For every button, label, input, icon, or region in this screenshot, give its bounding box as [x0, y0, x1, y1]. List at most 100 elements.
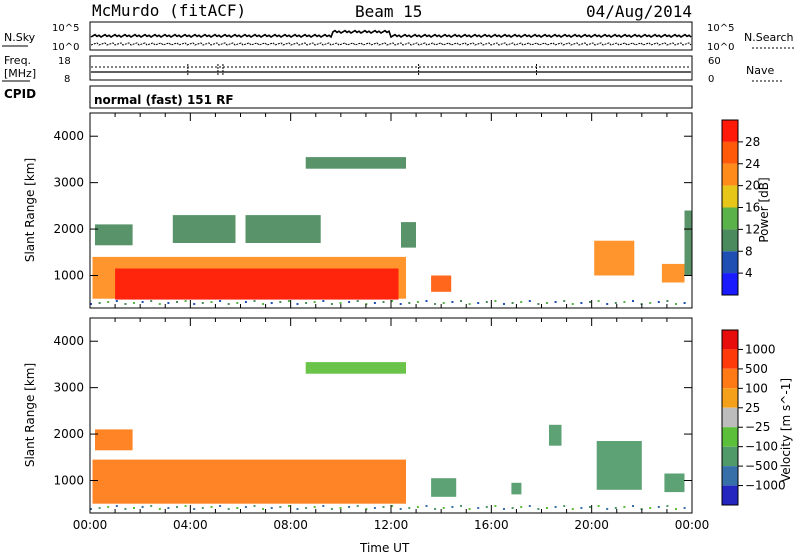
noise-sky-trace [90, 29, 692, 39]
power-colorbar-label-5: 8 [745, 244, 753, 258]
power-speckle-8 [158, 303, 161, 305]
velocity-speckle-16 [227, 508, 230, 510]
power-colorbar-label-6: 4 [745, 266, 753, 280]
power-region-2 [95, 224, 133, 246]
power-speckle-31 [356, 300, 359, 302]
power-speckle-67 [666, 300, 669, 302]
velocity-speckle-23 [287, 505, 290, 507]
station-title: McMurdo (fitACF) [92, 1, 246, 20]
power-speckle-38 [416, 301, 419, 303]
velocity-region-4 [511, 482, 522, 495]
velocity-y-ticks: 4000 3000 2000 1000 [53, 334, 692, 488]
velocity-colorbar-swatch-0 [722, 330, 738, 350]
power-speckle-63 [632, 300, 634, 302]
power-speckle-1 [98, 302, 101, 304]
velocity-speckle-66 [657, 506, 660, 508]
freq-right-tick-top: 60 [708, 56, 721, 67]
power-speckle-60 [606, 303, 609, 305]
velocity-speckle-61 [614, 507, 617, 509]
velocity-speckle-55 [563, 505, 566, 507]
freq-left-unit: [MHz] [4, 67, 36, 80]
power-speckle-40 [434, 303, 437, 305]
velocity-region-6 [596, 441, 642, 490]
power-speckle-6 [141, 301, 144, 303]
velocity-speckle-68 [675, 508, 677, 510]
power-speckle-16 [227, 303, 230, 305]
power-speckle-53 [546, 302, 548, 304]
velocity-speckle-17 [236, 507, 239, 509]
velocity-speckle-37 [408, 507, 411, 509]
velocity-region-5 [549, 424, 562, 446]
velocity-ylabel: Slant Range [km] [23, 363, 37, 467]
velocity-speckle-24 [296, 508, 299, 510]
power-region-7 [431, 275, 452, 292]
velocity-speckle-10 [176, 506, 178, 508]
power-region-1 [115, 268, 399, 300]
velocity-speckle-19 [253, 505, 256, 507]
power-speckle-39 [425, 300, 428, 302]
power-region-10 [684, 210, 692, 276]
power-speckle-13 [201, 302, 204, 304]
power-region-3 [172, 215, 236, 243]
power-colorbar-label-2: 20 [745, 179, 760, 193]
power-speckle-43 [460, 300, 462, 302]
velocity-speckle-12 [193, 508, 196, 510]
velocity-speckle-31 [356, 505, 359, 507]
velocity-speckle-52 [537, 508, 540, 510]
power-speckle-7 [150, 300, 153, 302]
power-colorbar-swatch-5 [722, 229, 738, 252]
power-speckle-4 [124, 303, 127, 305]
power-speckle-21 [270, 302, 273, 304]
cpid-panel-frame [89, 85, 693, 109]
velocity-region-3 [431, 478, 457, 497]
velocity-speckle-21 [270, 507, 273, 509]
power-speckle-26 [313, 301, 316, 303]
power-speckle-27 [322, 300, 325, 302]
velocity-speckle-62 [623, 506, 626, 508]
velocity-xtick-label-0: 00:00 [73, 518, 108, 532]
velocity-speckle-29 [339, 507, 342, 509]
velocity-colorbar-label: Velocity [m s^-1] [779, 378, 793, 482]
velocity-speckle-47 [494, 505, 497, 507]
noise-left-tick-top: 10^5 [52, 23, 79, 34]
velocity-speckle-65 [649, 507, 652, 509]
velocity-speckle-34 [382, 506, 385, 508]
power-panel: 4000 3000 2000 1000 Slant Range [km] 28 24 20… [23, 112, 771, 309]
power-speckle-24 [296, 303, 299, 305]
power-colorbar-label: Power [dB] [757, 177, 771, 242]
power-speckle-33 [373, 302, 376, 304]
freq-left-tick-top: 18 [58, 56, 71, 67]
power-speckle-35 [391, 300, 394, 302]
power-speckle-18 [244, 301, 247, 303]
velocity-speckle-11 [184, 505, 187, 507]
velocity-speckle-7 [150, 505, 153, 507]
velocity-region-2 [305, 362, 406, 374]
power-speckle-58 [589, 301, 591, 303]
power-speckle-48 [503, 303, 505, 305]
velocity-colorbar-label-0: 1000 [745, 342, 776, 356]
velocity-colorbar-swatch-2 [722, 368, 738, 389]
velocity-speckle-45 [477, 507, 480, 509]
power-colorbar-swatch-2 [722, 163, 738, 186]
power-data-layer [90, 157, 692, 305]
power-speckle-5 [133, 302, 135, 304]
velocity-speckle-13 [201, 507, 204, 509]
power-speckle-17 [236, 302, 239, 304]
noise-search-trace [90, 42, 692, 46]
power-x-ticks [89, 113, 693, 308]
power-speckle-12 [193, 303, 196, 305]
velocity-colorbar: 1000 500 100 25 −25 −100 −500 −1000 [721, 329, 786, 506]
noise-left-label: N.Sky [4, 31, 36, 44]
power-region-4 [245, 215, 321, 243]
velocity-speckle-57 [580, 507, 583, 509]
velocity-region-1 [95, 429, 133, 451]
velocity-speckle-3 [115, 505, 118, 507]
power-speckle-11 [184, 300, 187, 302]
velocity-ytick-label-2: 2000 [53, 427, 84, 441]
velocity-speckle-36 [399, 508, 402, 510]
power-speckle-51 [528, 300, 531, 302]
velocity-speckle-40 [434, 508, 437, 510]
power-speckle-20 [262, 303, 265, 305]
freq-right-tick-bottom: 0 [708, 74, 714, 85]
velocity-colorbar-label-5: −100 [745, 440, 778, 454]
